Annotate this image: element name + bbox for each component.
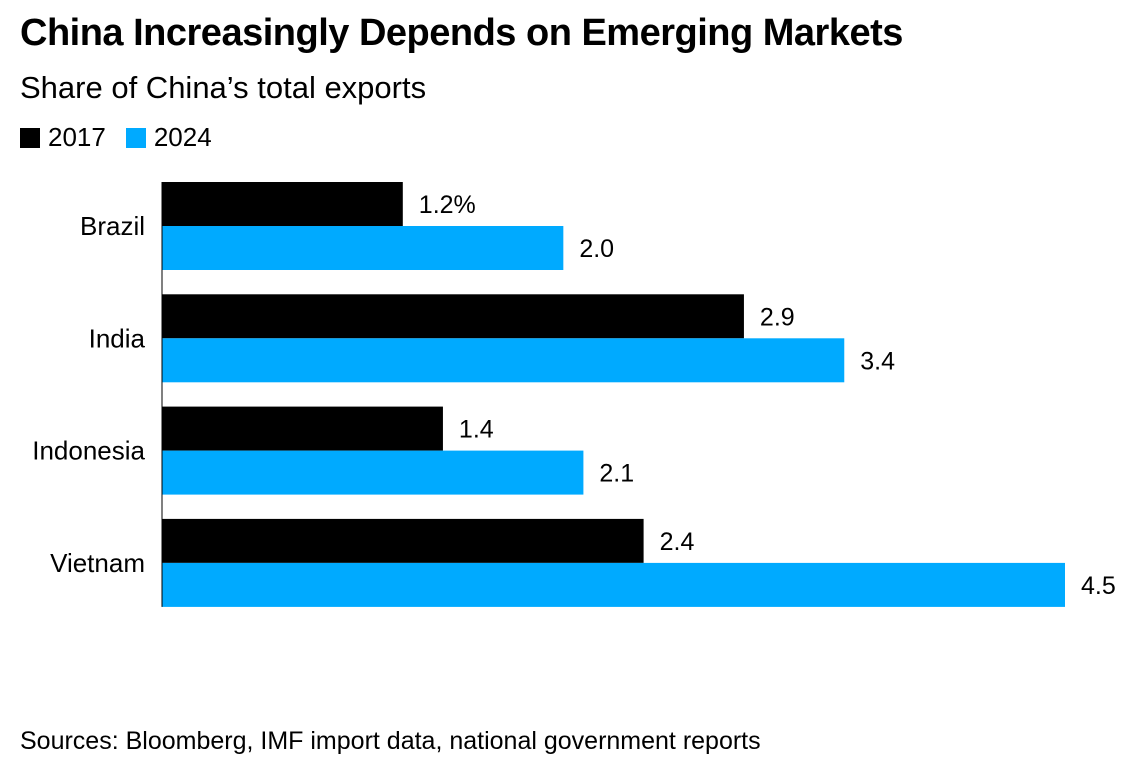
bar-indonesia-2017 bbox=[162, 406, 443, 451]
category-label-indonesia: Indonesia bbox=[32, 436, 145, 466]
legend-swatch-2017 bbox=[20, 127, 40, 148]
legend-swatch-2024 bbox=[125, 127, 146, 148]
bar-brazil-2024 bbox=[162, 226, 564, 270]
legend-label-2024: 2024 bbox=[153, 122, 212, 152]
bar-indonesia-2024 bbox=[162, 450, 584, 495]
category-label-india: India bbox=[89, 323, 146, 353]
bar-vietnam-2017 bbox=[162, 518, 644, 563]
value-label-brazil-2017: 1.2% bbox=[419, 191, 476, 219]
legend-item-2024: 2024 bbox=[125, 122, 212, 153]
category-label-vietnam: Vietnam bbox=[50, 548, 145, 578]
bar-chart: Brazil 1.2% 2.0 India 2.9 3.4 Indonesia 1.4 2.1 V… bbox=[32, 182, 1116, 607]
legend-label-2017: 2017 bbox=[48, 122, 106, 152]
bar-vietnam-2024 bbox=[162, 562, 1065, 607]
category-label-brazil: Brazil bbox=[80, 211, 145, 241]
value-label-india-2024: 3.4 bbox=[860, 347, 895, 375]
bar-brazil-2017 bbox=[162, 182, 403, 226]
value-label-indonesia-2024: 2.1 bbox=[599, 460, 634, 488]
source-note: Sources: Bloomberg, IMF import data, nat… bbox=[20, 727, 761, 755]
value-label-brazil-2024: 2.0 bbox=[579, 235, 614, 263]
value-label-vietnam-2017: 2.4 bbox=[660, 528, 695, 556]
chart-title: China Increasingly Depends on Emerging M… bbox=[20, 12, 903, 54]
value-label-india-2017: 2.9 bbox=[760, 303, 795, 331]
chart-subtitle: Share of China’s total exports bbox=[20, 70, 427, 105]
bar-india-2024 bbox=[162, 338, 845, 383]
value-label-vietnam-2024: 4.5 bbox=[1081, 572, 1116, 600]
value-label-indonesia-2017: 1.4 bbox=[459, 416, 494, 444]
legend: 2017 2024 bbox=[20, 122, 232, 153]
legend-item-2017: 2017 bbox=[20, 122, 106, 153]
bar-india-2017 bbox=[162, 294, 744, 339]
